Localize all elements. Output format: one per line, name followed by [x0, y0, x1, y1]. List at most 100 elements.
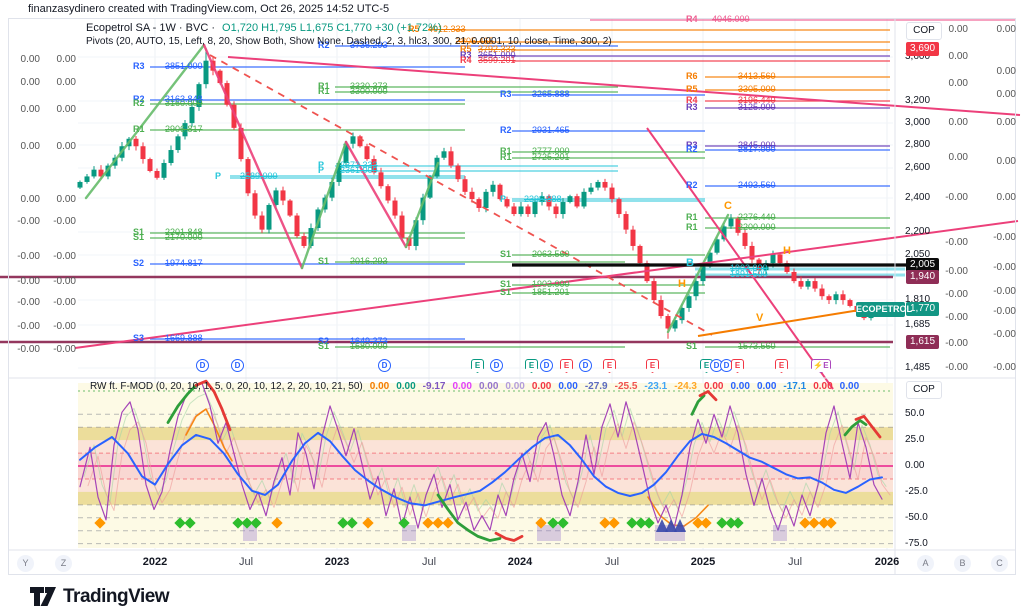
pivot-label-R1: R1 [686, 222, 698, 232]
oscillator-tick-label: 50.0 [905, 408, 925, 419]
oscillator-tick-label: 25.0 [905, 434, 925, 445]
pivot-value: 2373.333 [340, 160, 378, 170]
zero-value-label: 0.00 [20, 194, 40, 205]
dividend-event-icon[interactable]: D [378, 359, 391, 372]
main-price-scale-currency: COP [906, 22, 942, 40]
pivot-value: 2396.888 [524, 194, 562, 204]
pivot-value: 1903.000 [730, 263, 768, 273]
price-badge: 1,940 [906, 270, 939, 284]
earnings-event-icon[interactable]: E [731, 359, 744, 373]
pivot-label-R3: R3 [133, 61, 145, 71]
earnings-event-icon[interactable]: E [525, 359, 538, 373]
zero-value-label: -0.00 [993, 286, 1016, 297]
zero-value-label: -0.00 [945, 192, 968, 203]
pivot-value: 2063.560 [532, 249, 570, 259]
time-axis-label: 2024 [507, 556, 533, 568]
price-tick-label: 3,600 [905, 51, 931, 62]
earnings-event-icon[interactable]: E [775, 359, 788, 373]
earnings-event-icon[interactable]: E [603, 359, 616, 373]
dividend-event-icon[interactable]: D [490, 359, 503, 372]
pivot-label-R4: R4 [460, 55, 472, 65]
pivot-value: 3736.293 [350, 40, 388, 50]
axis-button-z[interactable]: Z [55, 555, 72, 572]
pivot-label-S3: S3 [133, 333, 145, 343]
pivot-value: 3196.440 [738, 95, 776, 105]
oscillator-legend[interactable]: RW ft. F-MOD (0, 20, 10, 1, 5, 0, 20, 10… [90, 381, 859, 392]
time-axis-label: 2026 [874, 556, 900, 568]
price-tick-label: 3,200 [905, 95, 931, 106]
price-tick-label: 2,200 [905, 226, 931, 237]
zero-value-label: 0.00 [20, 141, 40, 152]
pivot-value: 1580.000 [350, 341, 388, 351]
zero-value-label: 0.00 [56, 194, 76, 205]
zero-value-label: 0.00 [996, 156, 1016, 167]
time-axis-label: Jul [787, 556, 803, 568]
earnings-event-icon[interactable]: E [646, 359, 659, 373]
earnings-event-icon[interactable]: E [471, 359, 484, 373]
oscillator-value: 0.00 [531, 381, 552, 392]
pivot-label-R1: R1 [686, 212, 698, 222]
pivot-value: 3305.000 [738, 84, 776, 94]
symbol-title[interactable]: Ecopetrol SA - 1W · BVC · [86, 22, 215, 34]
oscillator-value: 0.00 [369, 381, 390, 392]
pivot-value: 4012.333 [428, 24, 466, 34]
time-axis-label: 2022 [142, 556, 168, 568]
pivot-label-R5: R5 [460, 44, 472, 54]
pivot-value: 1891.500 [730, 269, 768, 279]
symbol-legend[interactable]: Ecopetrol SA - 1W · BVC · O1,720 H1,795 … [86, 22, 442, 34]
zero-value-label: -0.00 [53, 216, 76, 227]
pivot-label-R5: R5 [686, 84, 698, 94]
zero-value-label: -0.00 [53, 251, 76, 262]
zero-value-label: -0.00 [17, 344, 40, 355]
pivots-indicator-legend[interactable]: Pivots (20, AUTO, 15, Left, 8, 20, Show … [86, 36, 612, 47]
oscillator-value: 0.00 [478, 381, 499, 392]
price-badge: 1,615 [906, 335, 939, 349]
pivot-label-P: P [318, 165, 325, 175]
oscillator-title[interactable]: RW ft. F-MOD (0, 20, 10, 1, 5, 0, 20, 10… [90, 381, 363, 392]
oscillator-tick-label: -50.0 [905, 512, 928, 523]
zero-value-label: -0.00 [17, 251, 40, 262]
pivot-label-S1: S1 [133, 232, 145, 242]
wave-letter-b: B [686, 257, 694, 269]
axis-button-a[interactable]: A [917, 555, 934, 572]
pivot-value: 3125.000 [738, 102, 776, 112]
pivot-value: 2493.560 [738, 180, 776, 190]
pivot-label-R3: R3 [686, 140, 698, 150]
pivot-label-R3: R3 [500, 89, 512, 99]
earnings-event-icon[interactable]: ⚡E [811, 359, 831, 373]
tradingview-logo[interactable]: TradingView [30, 586, 170, 608]
dividend-event-icon[interactable]: D [231, 359, 244, 372]
pivot-value: 3851.000 [165, 61, 203, 71]
oscillator-value: 0.00 [813, 381, 833, 392]
zero-value-label: -0.00 [53, 297, 76, 308]
pivot-value: 3160.000 [165, 98, 203, 108]
axis-button-c[interactable]: C [991, 555, 1008, 572]
pivot-value: 3265.888 [532, 89, 570, 99]
pivot-value: 3163.848 [165, 94, 203, 104]
oscillator-value: -9.17 [422, 381, 446, 392]
dividend-event-icon[interactable]: D [579, 359, 592, 372]
oscillator-value: 0.00 [704, 381, 724, 392]
bottom-bar: TradingView [0, 576, 1024, 616]
pivot-label-S1: S1 [318, 256, 330, 266]
zero-value-label: -0.00 [993, 329, 1016, 340]
zero-value-label: -0.00 [945, 362, 968, 373]
time-axis-label: 2025 [690, 556, 716, 568]
pivot-value: 4046.000 [712, 14, 750, 24]
price-tick-label: 1,485 [905, 362, 931, 373]
time-axis-label: Jul [421, 556, 437, 568]
time-axis-label: 2023 [324, 556, 350, 568]
price-tick-label: 2,050 [905, 249, 931, 260]
pivot-value: 3805.465 [456, 36, 494, 46]
dividend-event-icon[interactable]: D [540, 359, 553, 372]
oscillator-value: 0.00 [505, 381, 525, 392]
pivot-label-R1: R1 [500, 146, 512, 156]
earnings-event-icon[interactable]: E [560, 359, 573, 373]
oscillator-value: 0.00 [558, 381, 578, 392]
dividend-event-icon[interactable]: D [196, 359, 209, 372]
axis-button-b[interactable]: B [954, 555, 971, 572]
zero-value-label: 0.00 [56, 54, 76, 65]
pivot-label-R2: R2 [686, 144, 698, 154]
axis-button-y[interactable]: Y [17, 555, 34, 572]
